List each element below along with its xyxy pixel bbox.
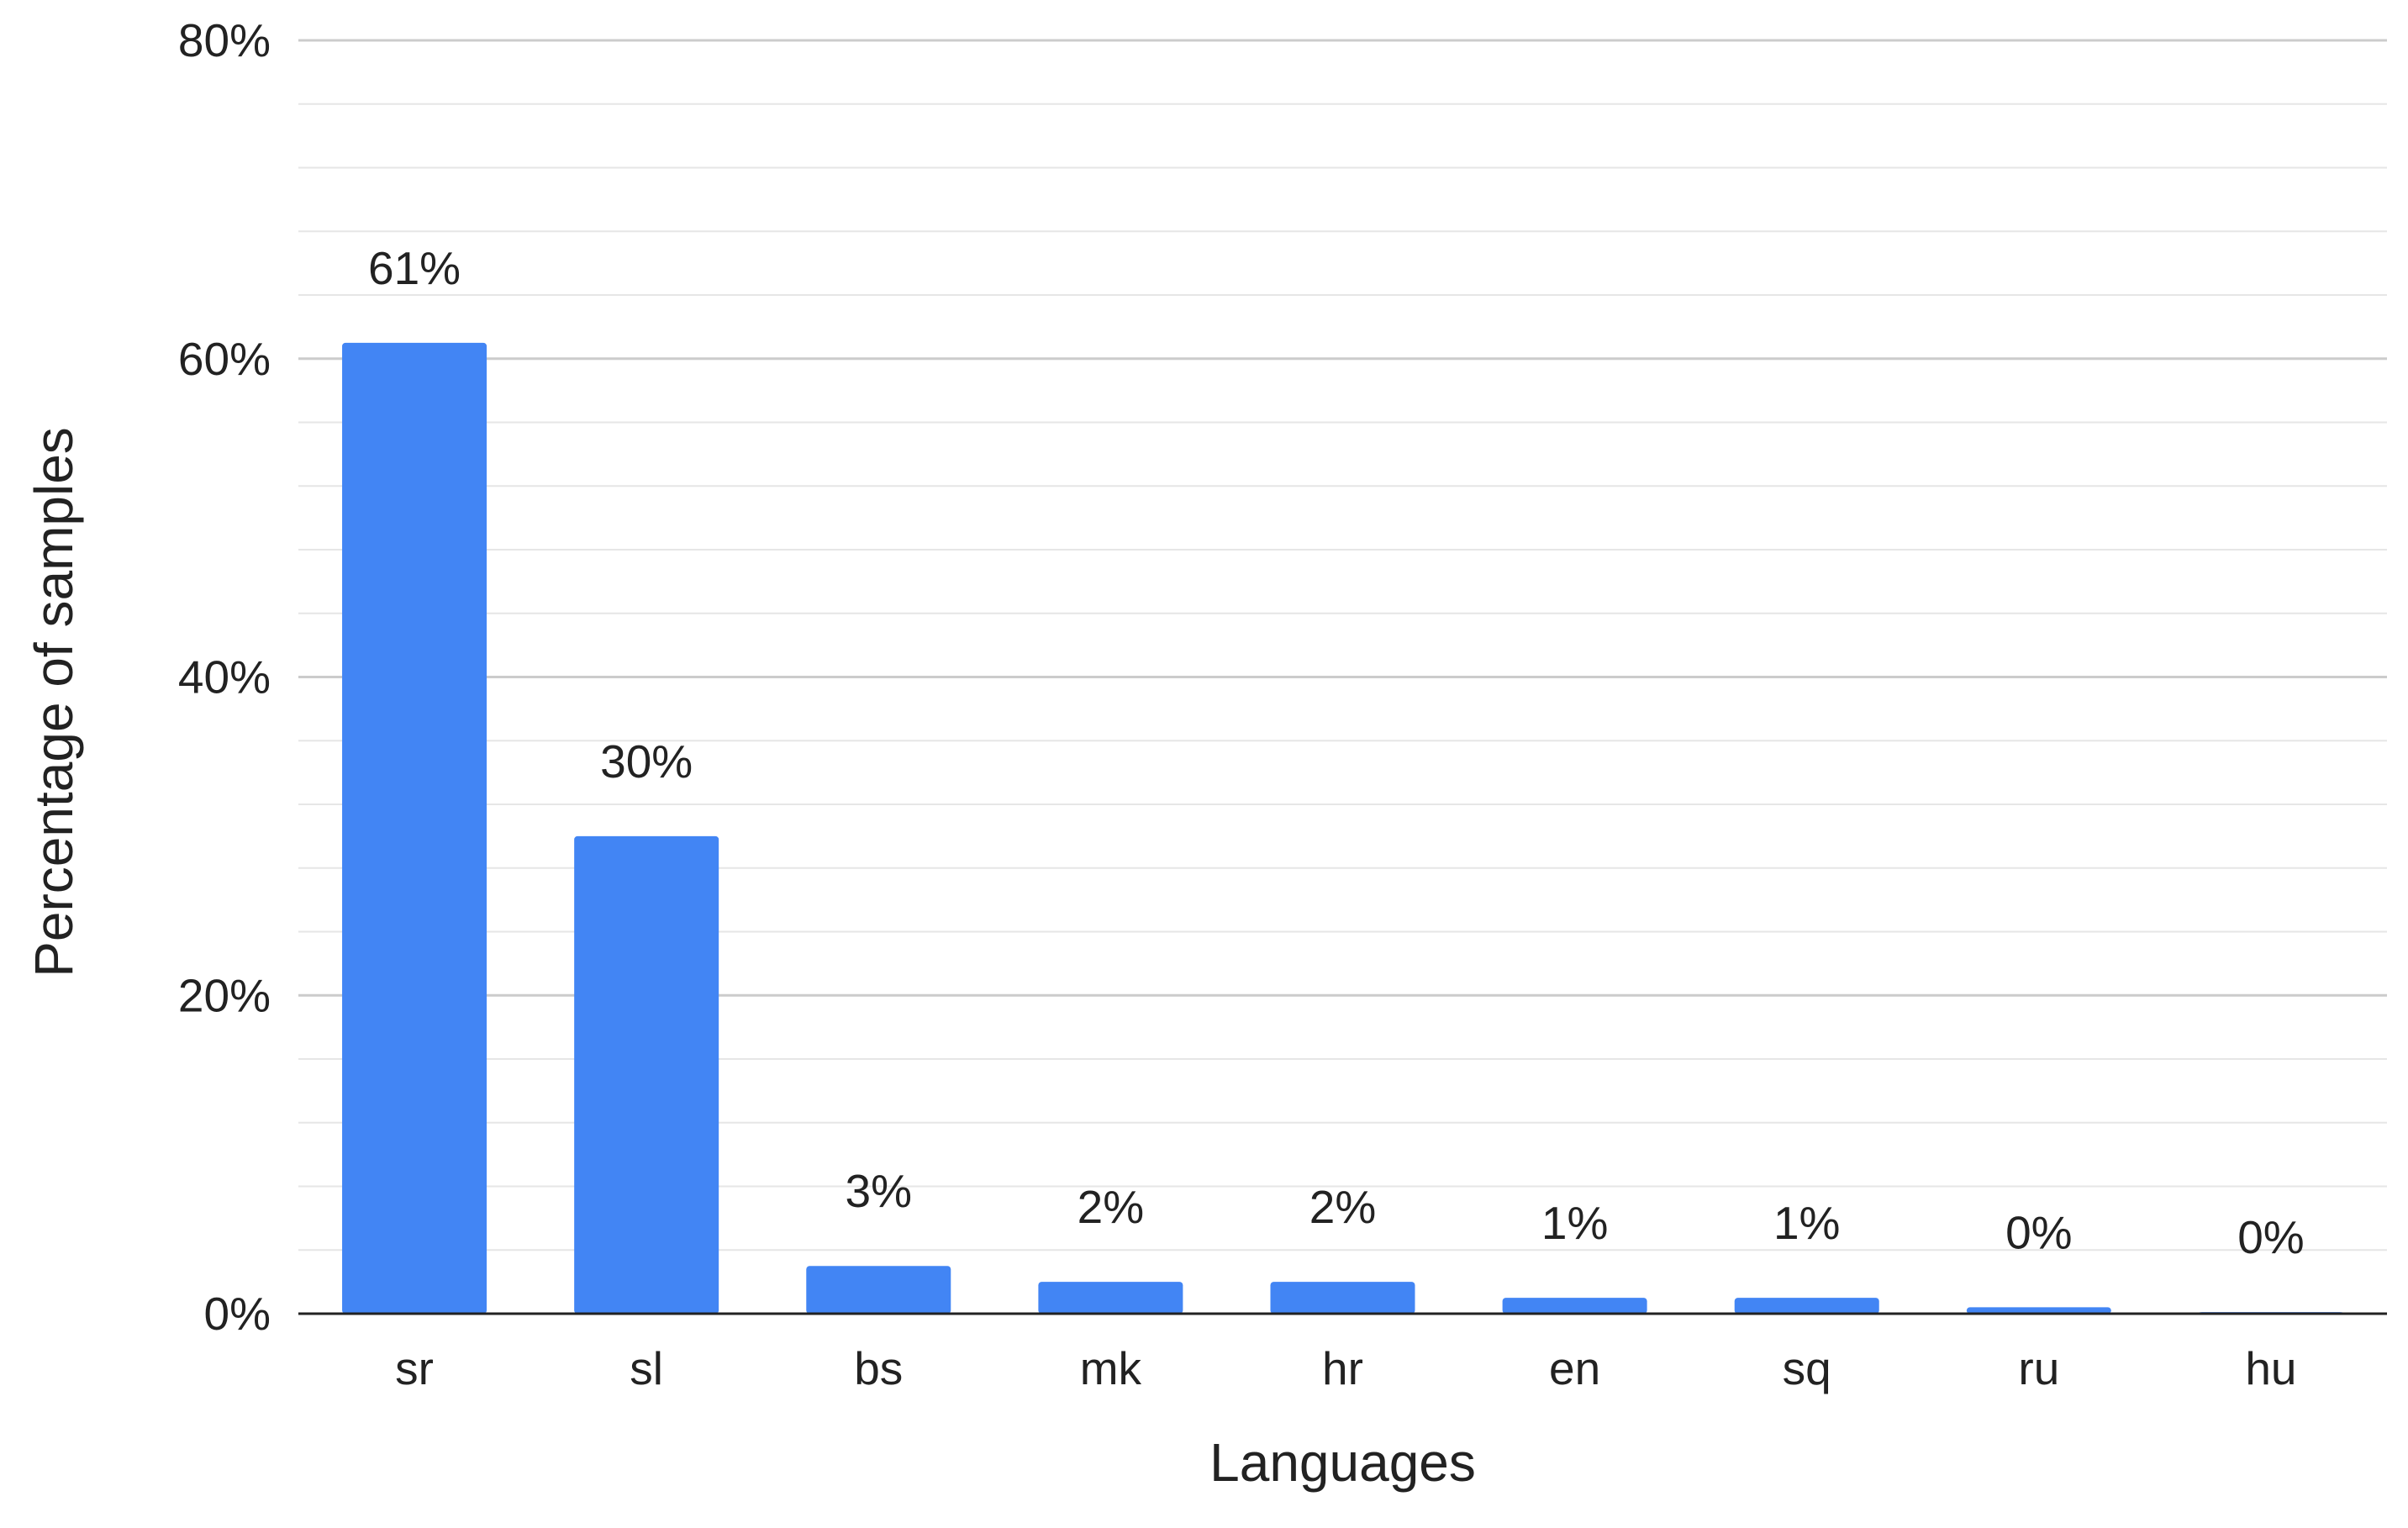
x-tick-label: hu bbox=[2245, 1342, 2296, 1394]
y-tick-label: 80% bbox=[178, 14, 271, 66]
x-tick-label: sl bbox=[630, 1342, 663, 1394]
x-tick-label: sr bbox=[395, 1342, 434, 1394]
data-label: 0% bbox=[2237, 1211, 2305, 1263]
data-label: 3% bbox=[846, 1165, 913, 1217]
bar-bs bbox=[806, 1266, 951, 1314]
y-axis-title: Percentage of samples bbox=[24, 427, 84, 977]
data-label: 1% bbox=[1773, 1197, 1841, 1249]
labels: 0% 20% 40% 60% 80% 61% sr 30% sl 3% bs 2% mk 2% hr 1% en… bbox=[178, 14, 2305, 1394]
data-label: 2% bbox=[1078, 1181, 1145, 1233]
data-label: 2% bbox=[1309, 1181, 1377, 1233]
data-label: 30% bbox=[600, 735, 693, 788]
bar-mk bbox=[1038, 1282, 1183, 1314]
bar-sr bbox=[342, 342, 487, 1314]
x-tick-label: bs bbox=[854, 1342, 903, 1394]
data-label: 0% bbox=[2005, 1206, 2073, 1258]
x-tick-label: hr bbox=[1322, 1342, 1363, 1394]
data-label: 61% bbox=[368, 242, 461, 294]
data-label: 1% bbox=[1541, 1197, 1609, 1249]
y-tick-label: 0% bbox=[204, 1288, 271, 1340]
x-tick-label: mk bbox=[1080, 1342, 1142, 1394]
x-tick-label: sq bbox=[1783, 1342, 1831, 1394]
y-tick-label: 60% bbox=[178, 333, 271, 385]
x-tick-label: en bbox=[1549, 1342, 1600, 1394]
bar-hr bbox=[1270, 1282, 1415, 1314]
y-tick-label: 20% bbox=[178, 969, 271, 1021]
bars bbox=[342, 342, 2343, 1314]
bar-ru bbox=[1966, 1307, 2111, 1314]
bar-sq bbox=[1734, 1298, 1879, 1314]
x-axis-title: Languages bbox=[1209, 1432, 1476, 1493]
bar-en bbox=[1502, 1298, 1647, 1314]
x-tick-label: ru bbox=[2018, 1342, 2059, 1394]
bar-sl bbox=[574, 835, 719, 1314]
y-tick-label: 40% bbox=[178, 651, 271, 703]
